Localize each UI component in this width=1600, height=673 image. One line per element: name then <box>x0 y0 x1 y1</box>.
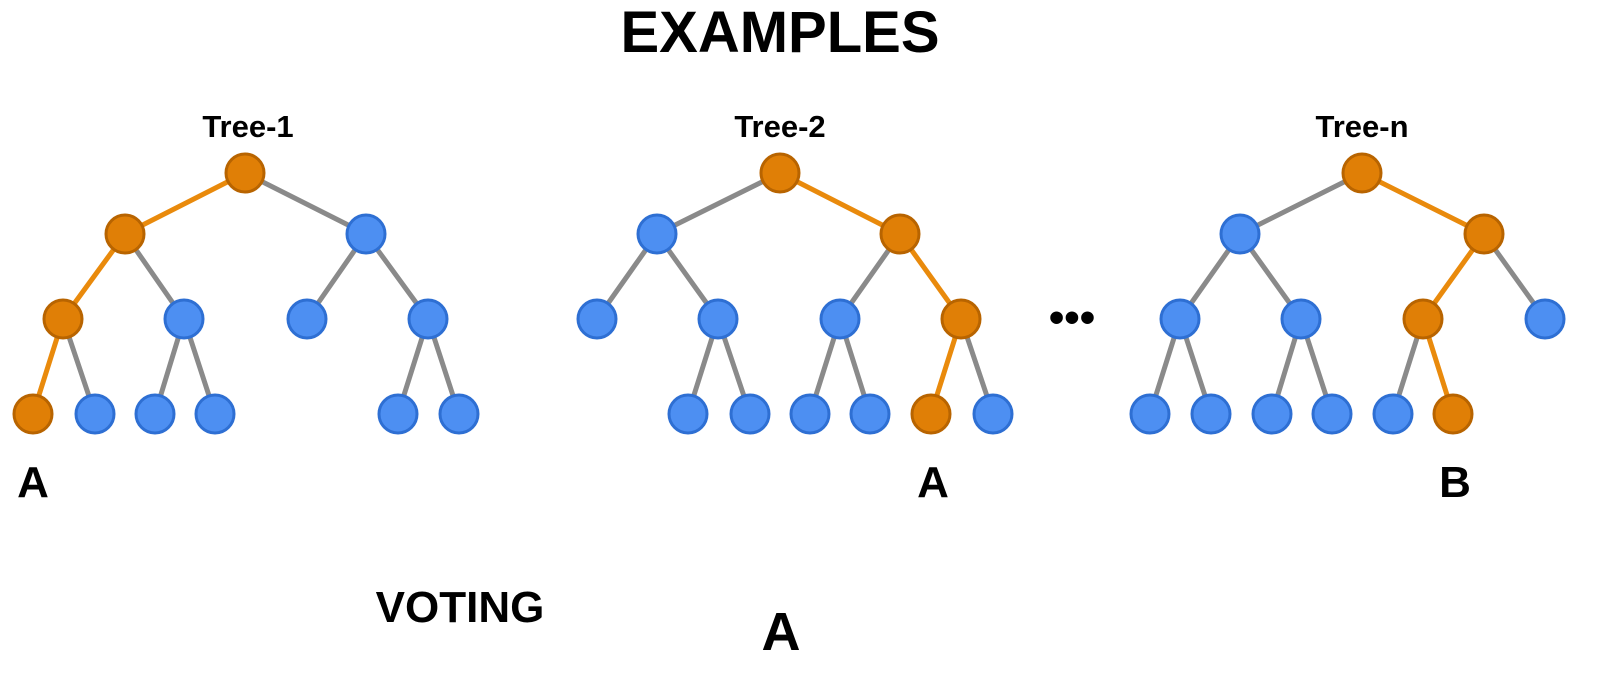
t1-node-h <box>74 393 116 435</box>
t2-node-r-decision-path <box>759 152 801 194</box>
tn-edge-r-a <box>1237 170 1365 237</box>
tree-n-label: Tree-n <box>1315 109 1408 144</box>
tree-edges <box>30 170 1548 417</box>
t1-node-i <box>134 393 176 435</box>
tn-node-l-decision-path <box>1432 393 1474 435</box>
t2-node-f-decision-path <box>940 298 982 340</box>
tn-node-f <box>1524 298 1566 340</box>
t1-edge-r-b <box>242 170 369 237</box>
t1-node-r-decision-path <box>224 152 266 194</box>
t1-node-f <box>407 298 449 340</box>
t1-node-a-decision-path <box>104 213 146 255</box>
tn-node-b-decision-path <box>1463 213 1505 255</box>
t1-node-b <box>345 213 387 255</box>
tn-node-a <box>1219 213 1261 255</box>
t2-node-h <box>729 393 771 435</box>
final-result: A <box>762 602 801 662</box>
t2-node-j <box>849 393 891 435</box>
tn-node-k <box>1372 393 1414 435</box>
t2-node-d <box>697 298 739 340</box>
diagram-title: EXAMPLES <box>620 0 939 65</box>
t2-edge-r-a <box>654 170 783 237</box>
t2-edge-r-b-path <box>777 170 903 237</box>
tn-node-g <box>1129 393 1171 435</box>
tree-1-label: Tree-1 <box>202 109 293 144</box>
t1-node-c-decision-path <box>42 298 84 340</box>
t1-node-l <box>438 393 480 435</box>
tn-edge-r-b-path <box>1359 170 1487 237</box>
t2-node-g <box>667 393 709 435</box>
t2-node-i <box>789 393 831 435</box>
t1-node-k <box>377 393 419 435</box>
tn-node-r-decision-path <box>1341 152 1383 194</box>
t2-node-k-decision-path <box>910 393 952 435</box>
voting-label: VOTING <box>376 583 545 632</box>
t1-node-j <box>194 393 236 435</box>
t2-node-c <box>576 298 618 340</box>
t2-node-l <box>972 393 1014 435</box>
t2-node-b-decision-path <box>879 213 921 255</box>
tn-node-c <box>1159 298 1201 340</box>
t2-node-a <box>636 213 678 255</box>
tree-2-prediction: A <box>917 458 949 507</box>
tn-node-e-decision-path <box>1402 298 1444 340</box>
tn-node-i <box>1251 393 1293 435</box>
tn-node-h <box>1190 393 1232 435</box>
tn-node-d <box>1280 298 1322 340</box>
t1-edge-r-a-path <box>122 170 248 237</box>
t1-node-d <box>163 298 205 340</box>
tree-n-prediction: B <box>1439 458 1471 507</box>
t2-node-e <box>819 298 861 340</box>
ellipsis-more-trees: ••• <box>1049 293 1095 342</box>
tree-2-label: Tree-2 <box>734 109 825 144</box>
tree-1-prediction: A <box>17 458 49 507</box>
t1-node-g-decision-path <box>12 393 54 435</box>
tn-node-j <box>1311 393 1353 435</box>
t1-node-e <box>286 298 328 340</box>
voting-bracket <box>34 500 1458 598</box>
tree-nodes <box>12 152 1566 435</box>
